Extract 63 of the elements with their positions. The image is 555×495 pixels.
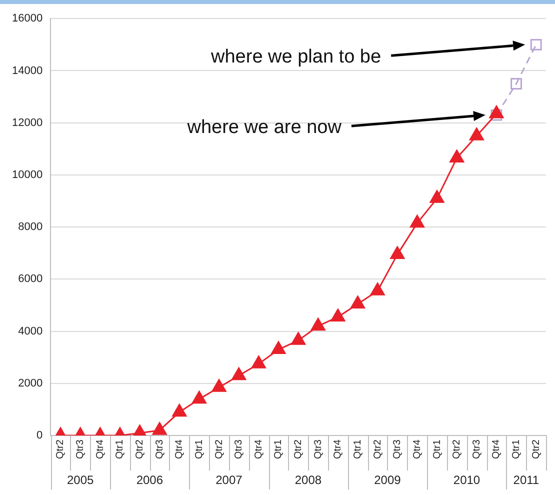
x-tick-label: Qtr3 — [234, 439, 245, 460]
y-tick-label: 0 — [36, 430, 43, 442]
point — [350, 295, 366, 308]
x-tick-label: Qtr4 — [332, 439, 344, 460]
y-tick-label: 6000 — [18, 273, 43, 286]
x-tick-label: Qtr3 — [75, 439, 86, 460]
text: 2005 — [66, 472, 94, 487]
point — [430, 190, 444, 203]
point — [370, 282, 385, 296]
x-tick-label: Qtr1 — [432, 439, 443, 460]
x-tick-label: Qtr1 — [352, 439, 364, 460]
point — [271, 341, 286, 354]
x-tick-label: Qtr1 — [194, 439, 205, 460]
x-tick-label: Qtr1 — [511, 439, 522, 460]
point — [290, 332, 306, 345]
point — [510, 78, 522, 90]
point — [192, 390, 207, 404]
x-tick-label: Qtr3 — [154, 439, 166, 460]
x-tick-label: Qtr2 — [372, 439, 384, 460]
x-tick-label: Qtr2 — [452, 439, 463, 460]
y-tick-label: 10000 — [12, 168, 43, 181]
point — [489, 105, 504, 118]
point — [530, 38, 542, 50]
x-tick-label: Qtr2 — [293, 439, 304, 460]
y-tick-label: 12000 — [12, 116, 43, 129]
x-tick-label: Qtr4 — [253, 439, 264, 460]
text: 2007 — [216, 472, 243, 487]
annotation: where we plan to be — [210, 46, 382, 68]
x-tick-label: Qtr2 — [530, 439, 542, 460]
x-tick-label: Qtr3 — [392, 439, 404, 460]
point — [449, 150, 464, 163]
point — [152, 422, 168, 435]
x-tick-label: Qtr1 — [273, 439, 284, 460]
point — [469, 127, 484, 140]
x-tick-label: Qtr4 — [412, 439, 423, 460]
annotation: where we are now — [186, 117, 342, 138]
y-tick-label: 2000 — [18, 377, 43, 390]
x-tick-label: Qtr4 — [174, 439, 186, 460]
y-tick-label: 14000 — [12, 64, 43, 77]
text: 2008 — [294, 472, 322, 487]
y-tick-label: 8000 — [18, 221, 43, 234]
point — [330, 308, 346, 322]
text: 2010 — [453, 472, 480, 487]
text: 2009 — [374, 472, 402, 487]
point — [251, 355, 266, 368]
text: 2006 — [136, 472, 164, 487]
y-tick-label: 4000 — [18, 325, 43, 338]
point — [310, 318, 326, 331]
point — [172, 404, 187, 417]
x-tick-label: Qtr3 — [312, 439, 324, 460]
x-tick-label: Qtr4 — [94, 439, 106, 460]
x-tick-label: Qtr2 — [55, 439, 66, 460]
x-tick-label: Qtr4 — [491, 439, 502, 460]
point — [231, 367, 246, 380]
x-tick-label: Qtr2 — [214, 439, 225, 460]
x-tick-label: Qtr1 — [114, 439, 126, 460]
x-tick-label: Qtr3 — [471, 439, 482, 460]
text: 2011 — [513, 472, 540, 487]
point — [212, 378, 226, 392]
x-tick-label: Qtr2 — [134, 439, 146, 460]
y-tick-label: 16000 — [12, 12, 43, 25]
point — [390, 246, 405, 259]
point — [410, 214, 425, 228]
